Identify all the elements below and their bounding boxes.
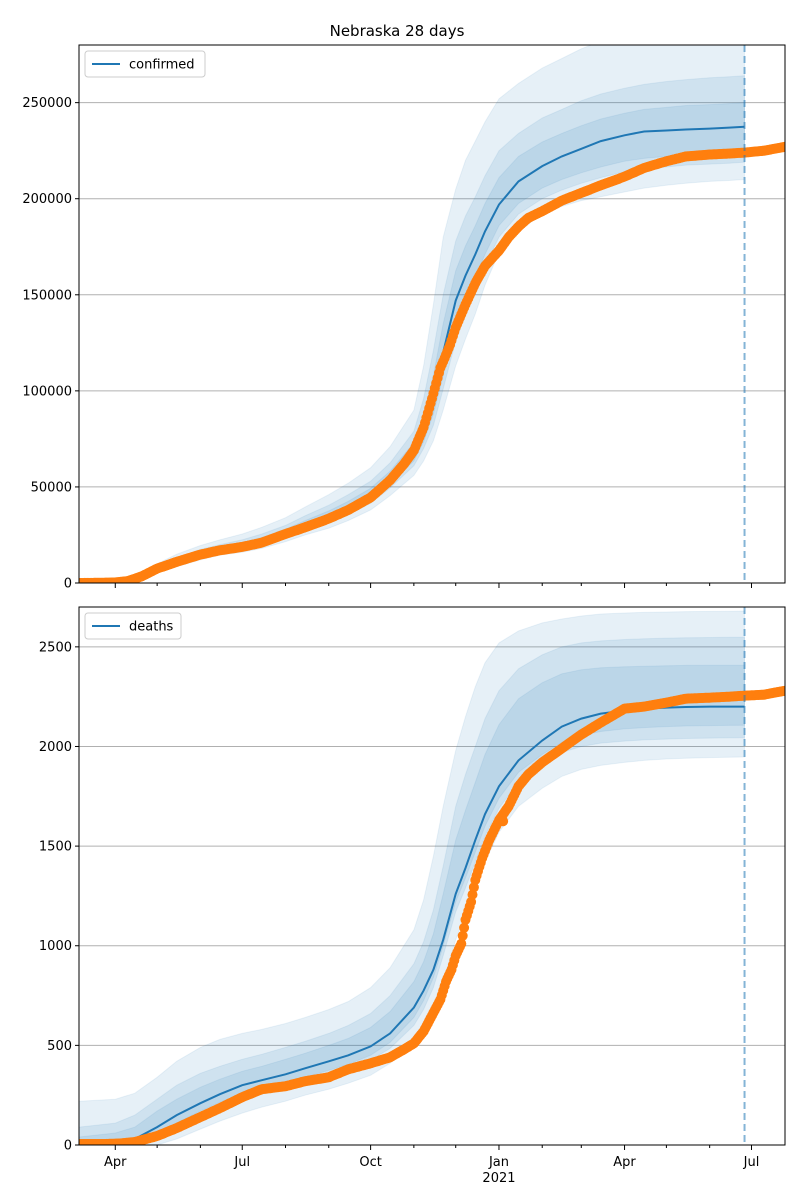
y-tick-label: 0: [64, 577, 72, 592]
y-tick-label: 2500: [39, 640, 72, 655]
legend-label: confirmed: [129, 58, 195, 73]
x-year-label: 2021: [482, 1171, 515, 1186]
observed-point: [780, 685, 785, 696]
y-tick-label: 500: [47, 1039, 72, 1054]
legend-label: deaths: [129, 620, 174, 635]
y-tick-label: 100000: [22, 384, 72, 399]
x-tick-label: Apr: [104, 1155, 127, 1170]
axes-frame: [78, 44, 786, 584]
observed-series: [79, 685, 785, 1145]
band-inner: [79, 664, 745, 1145]
observed-point: [498, 816, 509, 827]
figure-title: Nebraska 28 days: [330, 22, 465, 40]
y-tick-label: 1500: [39, 840, 72, 855]
legend-box: [84, 50, 206, 78]
y-tick-label: 0: [64, 1139, 72, 1154]
y-tick-label: 2000: [39, 740, 72, 755]
y-tick-label: 200000: [22, 192, 72, 207]
observed-point: [456, 938, 467, 949]
x-tick-label: Oct: [359, 1155, 381, 1170]
observed-series: [79, 141, 785, 583]
x-tick-label: Jan: [488, 1155, 509, 1170]
y-tick-label: 50000: [31, 480, 72, 495]
observed-point: [780, 141, 785, 152]
x-tick-label: Jul: [233, 1155, 250, 1170]
x-tick-label: Jul: [743, 1155, 760, 1170]
plot-area: [79, 45, 785, 583]
observed-point: [459, 922, 470, 933]
confirmed-panel: 0 50000 100000 150000 200000 250000 confirmed: [22, 44, 786, 592]
axes-frame: [78, 606, 786, 1146]
y-tick-label: 1000: [39, 939, 72, 954]
deaths-panel: 0 500 1000 1500 2000 2500 Apr Jul Oct Jan Apr Jul 20…: [39, 606, 786, 1186]
y-tick-label: 150000: [22, 288, 72, 303]
x-tick-label: Apr: [613, 1155, 636, 1170]
y-tick-label: 250000: [22, 96, 72, 111]
fit-line: [79, 125, 745, 583]
observed-point: [457, 930, 468, 941]
plot-area: [79, 610, 785, 1145]
legend-box: [84, 612, 182, 640]
